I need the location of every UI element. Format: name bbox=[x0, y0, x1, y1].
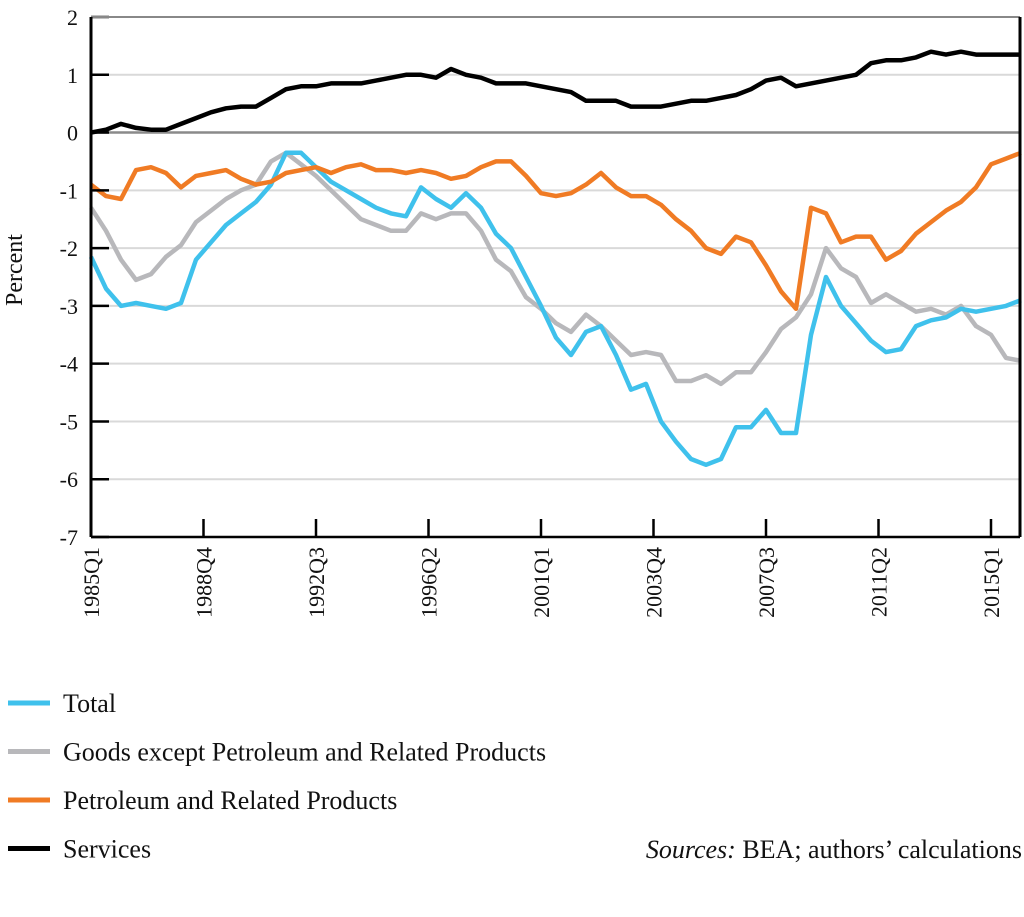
y-tick-label: -1 bbox=[60, 178, 78, 203]
series-lines bbox=[88, 49, 1022, 468]
gridlines bbox=[91, 73, 1020, 481]
legend-label: Total bbox=[63, 689, 116, 718]
x-tick-label: 1985Q1 bbox=[79, 547, 104, 618]
series-line-goods-except-petroleum-and-related-products bbox=[89, 150, 1022, 387]
y-tick-label: 0 bbox=[67, 121, 78, 146]
series-line-total bbox=[88, 150, 1022, 468]
x-tick-label: 2003Q4 bbox=[642, 547, 667, 618]
legend-label: Goods except Petroleum and Related Produ… bbox=[63, 738, 546, 767]
y-tick-label: -4 bbox=[60, 352, 78, 377]
series-line-petroleum-and-related-products bbox=[89, 150, 1022, 312]
x-tick-label: 2007Q3 bbox=[754, 547, 779, 618]
x-tick-label: 2015Q1 bbox=[979, 547, 1004, 618]
x-tick-label: 1988Q4 bbox=[192, 547, 217, 618]
y-tick-label: -3 bbox=[60, 294, 78, 319]
x-tick-label: 2001Q1 bbox=[529, 547, 554, 618]
y-tick-label: -6 bbox=[60, 467, 78, 492]
sources-prefix: Sources: bbox=[646, 835, 736, 864]
y-tick-label: 2 bbox=[67, 5, 78, 30]
series-line-services bbox=[90, 49, 1021, 135]
y-tick-label: 1 bbox=[67, 63, 78, 88]
y-tick-label: -5 bbox=[60, 409, 78, 434]
legend-label: Services bbox=[63, 835, 151, 864]
sources-note: Sources: BEA; authors’ calculations bbox=[646, 835, 1022, 864]
x-tick-label: 1996Q2 bbox=[417, 547, 442, 618]
y-tick-label: -7 bbox=[60, 525, 78, 550]
y-tick-label: -2 bbox=[60, 236, 78, 261]
sources-text: BEA; authors’ calculations bbox=[736, 835, 1022, 864]
y-axis-label: Percent bbox=[2, 234, 28, 306]
legend: Total Goods except Petroleum and Related … bbox=[8, 689, 546, 864]
legend-label: Petroleum and Related Products bbox=[63, 786, 397, 815]
x-tick-label: 1992Q3 bbox=[304, 547, 329, 618]
x-tick-label: 2011Q2 bbox=[867, 547, 892, 617]
